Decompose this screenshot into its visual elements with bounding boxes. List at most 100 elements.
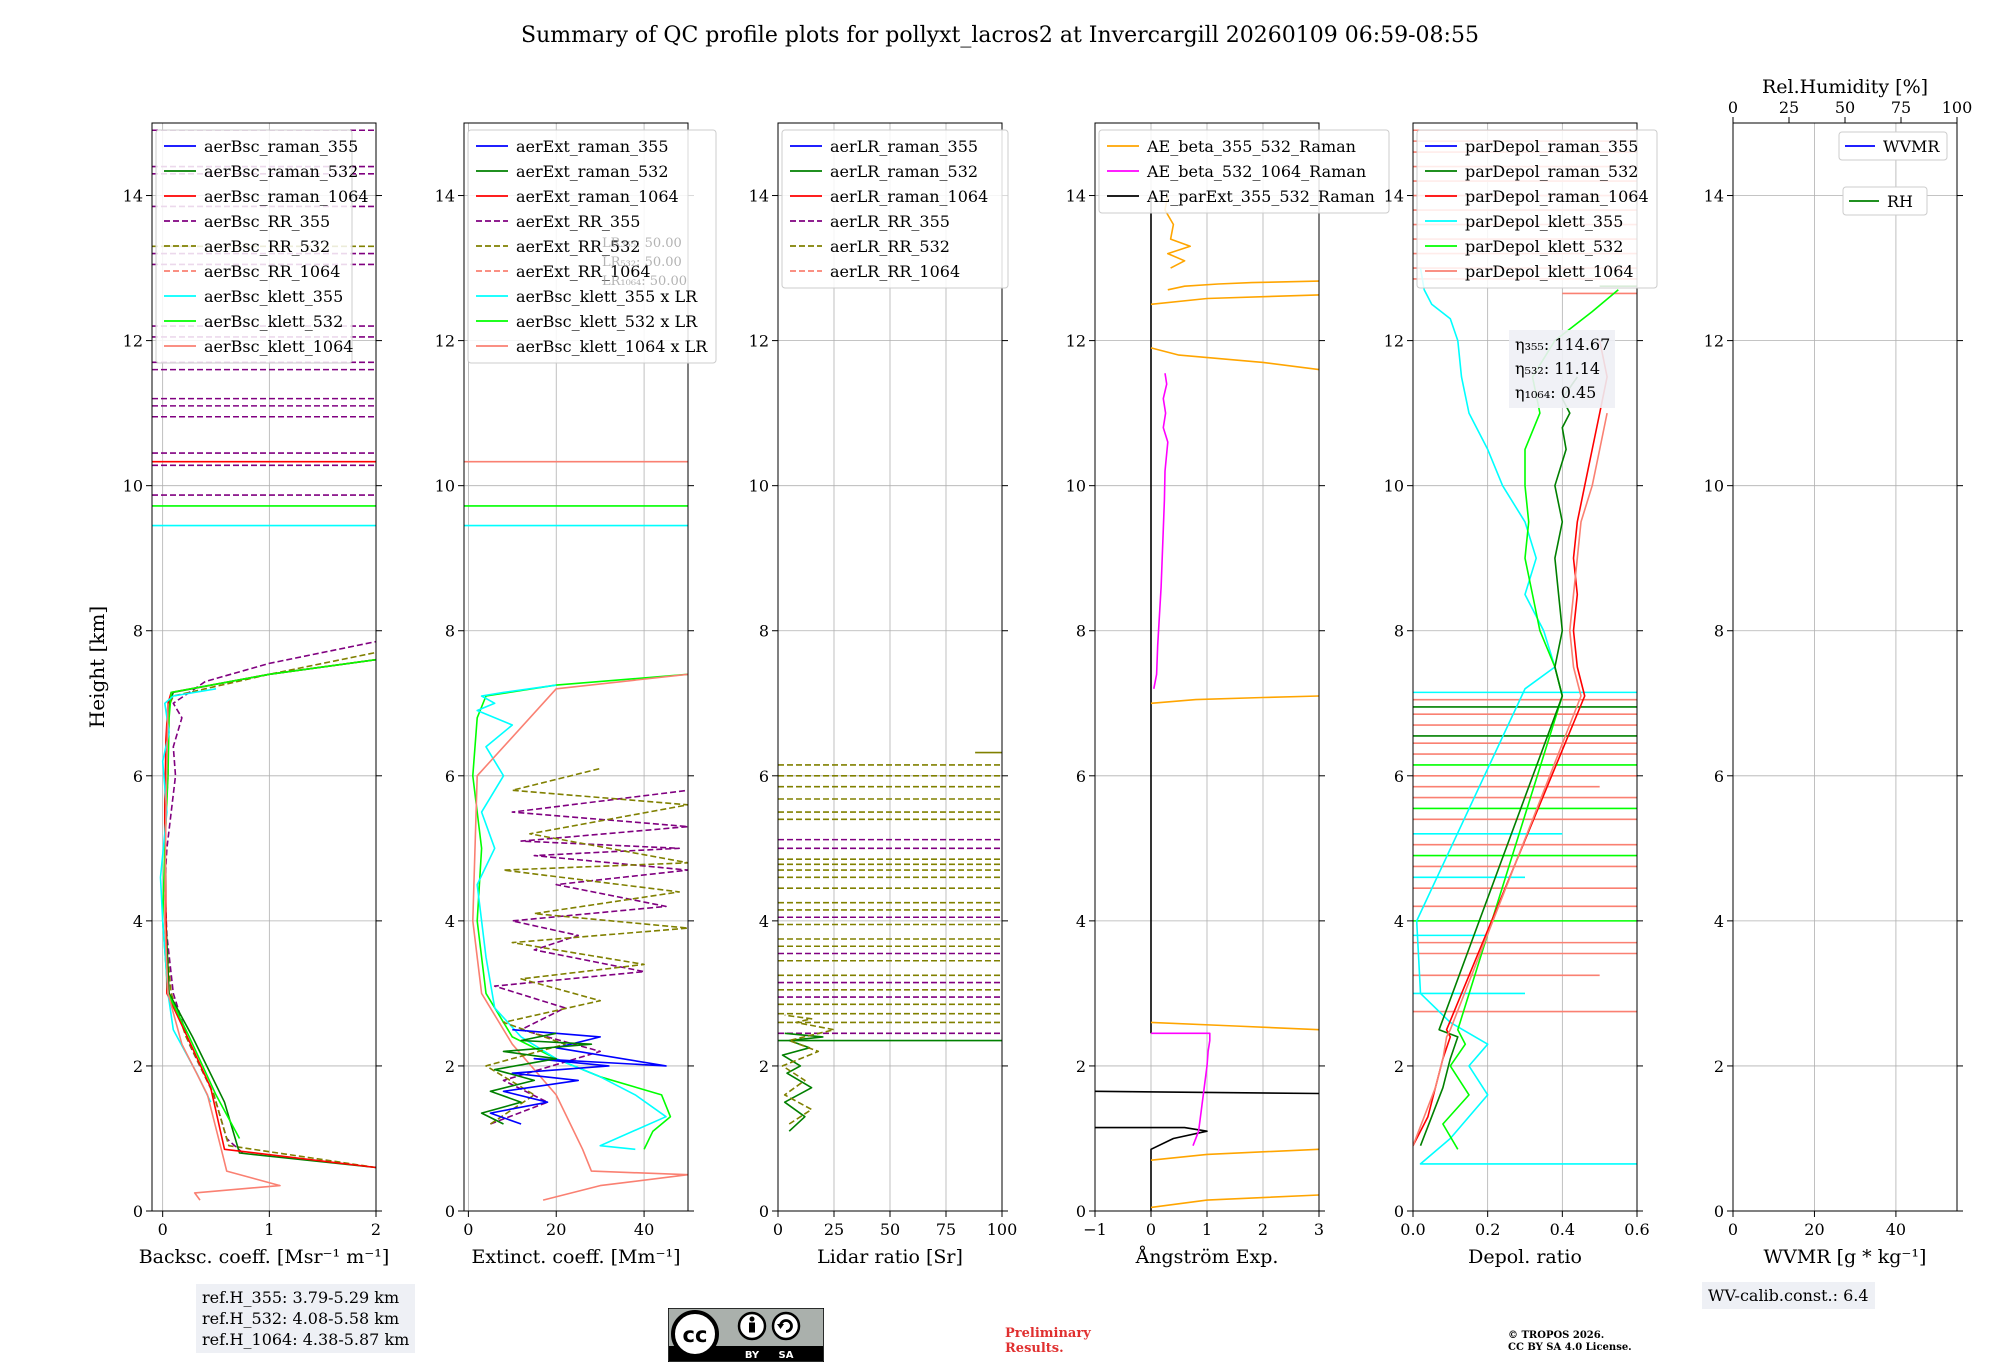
series-AE_beta_355_532_Raman-a xyxy=(1150,1194,1319,1209)
top-x-tick-label: 75 xyxy=(1891,98,1911,117)
legend-box xyxy=(781,129,1009,289)
legend-label: aerExt_raman_1064 xyxy=(516,187,679,206)
legend-label: aerLR_raman_355 xyxy=(830,137,978,156)
legend-label: aerExt_RR_355 xyxy=(516,212,640,231)
legend-label: AE_parExt_355_532_Raman xyxy=(1146,187,1375,206)
series-aerExt_RR_355 xyxy=(490,789,688,1125)
legend-label: AE_beta_355_532_Raman xyxy=(1146,137,1356,156)
y-tick-label: 10 xyxy=(435,477,455,496)
x-tick-label: 0 xyxy=(463,1220,473,1239)
y-tick-label: 8 xyxy=(133,622,143,641)
axes-frame xyxy=(1412,122,1638,1212)
x-tick-label: 2 xyxy=(1258,1220,1268,1239)
x-axis-label: Extinct. coeff. [Mm⁻¹] xyxy=(471,1246,680,1268)
legend-label: WVMR xyxy=(1883,137,1940,156)
legend-box xyxy=(1838,131,1948,161)
series-AE_beta_355_532_Raman-e xyxy=(1150,347,1319,371)
legend-label: aerBsc_klett_1064 x LR xyxy=(516,337,708,356)
y-tick-label: 10 xyxy=(1704,477,1724,496)
y-tick-label: 14 xyxy=(1704,187,1724,206)
series-aerLR_raman_532 xyxy=(781,1032,824,1132)
legend-label: parDepol_klett_355 xyxy=(1465,212,1623,231)
wv-calibration-text: WV-calib.const.: 6.4 xyxy=(1708,1286,1869,1305)
legend-label: aerBsc_klett_355 xyxy=(204,287,343,306)
x-tick-label: 100 xyxy=(987,1220,1018,1239)
y-tick-label: 14 xyxy=(435,187,455,206)
legend-box xyxy=(1098,129,1390,214)
wv-calibration-box: WV-calib.const.: 6.4 xyxy=(1702,1282,1875,1309)
y-tick-label: 6 xyxy=(1714,767,1724,786)
legend-label: aerLR_raman_532 xyxy=(830,162,978,181)
y-tick-label: 0 xyxy=(1394,1202,1404,1221)
legend-label: aerLR_RR_532 xyxy=(830,237,950,256)
series-aerBsc_RR_355 xyxy=(164,640,376,1154)
y-tick-label: 4 xyxy=(445,912,455,931)
legend-label: aerLR_raman_1064 xyxy=(830,187,988,206)
y-tick-label: 0 xyxy=(445,1202,455,1221)
series-aerBsc_klett_355-x-LR xyxy=(476,684,667,1151)
figure-title: Summary of QC profile plots for pollyxt_… xyxy=(521,23,1479,48)
series-AE_parExt_355_532_Raman-b xyxy=(1095,1090,1319,1095)
legend-label: aerBsc_klett_532 x LR xyxy=(516,312,698,331)
legend-label: aerBsc_klett_355 x LR xyxy=(516,287,698,306)
series-AE_beta_532_1064_Raman-b xyxy=(1153,373,1169,689)
y-tick-label: 2 xyxy=(133,1057,143,1076)
y-tick-label: 14 xyxy=(1066,187,1086,206)
series-aerBsc_klett_532-x-LR xyxy=(471,673,688,1150)
legend-box xyxy=(155,129,353,364)
top-axis-label: Rel.Humidity [%] xyxy=(1762,76,1928,98)
x-axis-label: Backsc. coeff. [Msr⁻¹ m⁻¹] xyxy=(139,1246,390,1268)
y-tick-label: 12 xyxy=(1066,332,1086,351)
y-tick-label: 14 xyxy=(123,187,143,206)
lr-legend-label: LR₅₃₂: 50.00 xyxy=(602,255,682,270)
eta-label: η₁₀₆₄: 0.45 xyxy=(1515,383,1596,402)
panel-depol: 0 2 4 6 8 10 12 14 0.0 0.2 0.4 0.6 Depol. ratio parDe… xyxy=(1384,122,1658,1268)
eta-label: η₃₅₅: 114.67 xyxy=(1515,335,1610,354)
y-tick-label: 8 xyxy=(1394,622,1404,641)
y-tick-label: 8 xyxy=(1714,622,1724,641)
y-tick-label: 2 xyxy=(445,1057,455,1076)
y-tick-label: 2 xyxy=(1714,1057,1724,1076)
series-AE_beta_355_532_Raman-g xyxy=(1167,280,1319,291)
y-tick-label: 0 xyxy=(133,1202,143,1221)
legend-box xyxy=(1842,186,1928,216)
y-tick-label: 4 xyxy=(1714,912,1724,931)
series-aerExt_RR_532 xyxy=(485,767,688,1125)
x-tick-label: 0 xyxy=(1146,1220,1156,1239)
legend-label: aerBsc_RR_532 xyxy=(204,237,330,256)
x-tick-label: 3 xyxy=(1314,1220,1324,1239)
share-alike-icon xyxy=(771,1311,801,1341)
legend-label: AE_beta_532_1064_Raman xyxy=(1146,162,1366,181)
preliminary-note: Preliminary Results. xyxy=(1005,1326,1091,1356)
axes-frame xyxy=(463,122,689,1212)
legend-label: parDepol_klett_532 xyxy=(1465,237,1623,256)
legend-label: aerBsc_RR_1064 xyxy=(204,262,340,281)
y-tick-label: 8 xyxy=(759,622,769,641)
legend-box xyxy=(467,129,717,364)
y-tick-label: 6 xyxy=(445,767,455,786)
legend-label: aerExt_RR_1064 xyxy=(516,262,651,281)
preliminary-line-1: Preliminary xyxy=(1005,1326,1091,1341)
x-tick-label: 1 xyxy=(1202,1220,1212,1239)
y-tick-label: 8 xyxy=(445,622,455,641)
y-tick-label: 4 xyxy=(1076,912,1086,931)
series-aerBsc_raman_532 xyxy=(164,658,376,1169)
axes-frame xyxy=(1732,122,1958,1212)
y-tick-label: 0 xyxy=(759,1202,769,1221)
series-aerExt_raman_532 xyxy=(480,1032,593,1125)
x-axis-label: Depol. ratio xyxy=(1468,1246,1582,1268)
top-x-tick-label: 50 xyxy=(1835,98,1855,117)
y-tick-label: 2 xyxy=(759,1057,769,1076)
legend-label: aerExt_RR_532 xyxy=(516,237,640,256)
x-tick-label: 25 xyxy=(824,1220,844,1239)
eta-label: η₅₃₂: 11.14 xyxy=(1515,359,1600,378)
y-tick-label: 2 xyxy=(1394,1057,1404,1076)
x-tick-label: 0.2 xyxy=(1475,1220,1500,1239)
ref-height-532: ref.H_532: 4.08-5.58 km xyxy=(202,1309,400,1328)
ref-height-355: ref.H_355: 3.79-5.29 km xyxy=(202,1288,400,1307)
y-tick-label: 12 xyxy=(1704,332,1724,351)
